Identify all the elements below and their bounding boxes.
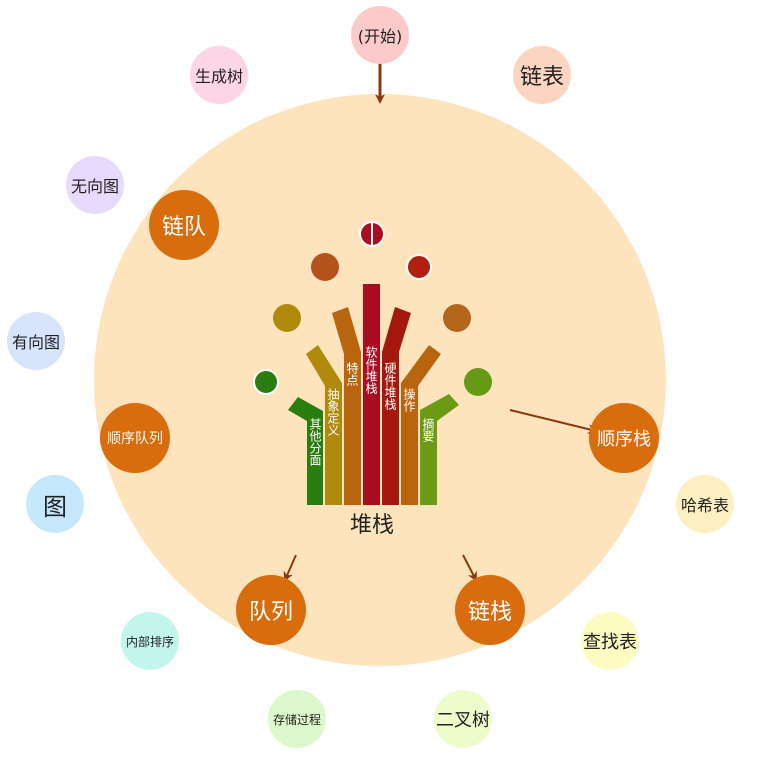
bar-label-summary: 摘要 <box>421 418 435 442</box>
dot-operations <box>443 304 471 332</box>
bar-operations <box>401 345 441 505</box>
bar-label-software-stack: 软件堆栈 <box>364 346 378 394</box>
bar-hardware-stack <box>382 307 411 505</box>
node-start[interactable]: (开始) <box>351 6 409 64</box>
stack-dots <box>253 221 492 396</box>
node-sequential-stack[interactable]: 顺序栈 <box>589 403 659 473</box>
node-graph[interactable]: 图 <box>26 475 84 533</box>
bar-label-features: 特点 <box>345 362 359 386</box>
bar-abstract-definition <box>306 345 342 505</box>
dot-abstract-definition <box>273 304 301 332</box>
node-hash-table[interactable]: 哈希表 <box>676 475 734 533</box>
dot-summary <box>464 368 492 396</box>
node-stored-procedure[interactable]: 存储过程 <box>268 690 326 748</box>
node-sequential-queue[interactable]: 顺序队列 <box>100 403 170 473</box>
bar-other-aspects <box>288 397 323 505</box>
node-binary-tree[interactable]: 二叉树 <box>434 690 492 748</box>
bar-label-operations: 操作 <box>402 388 416 412</box>
node-spanning-tree[interactable]: 生成树 <box>190 46 248 104</box>
node-linked-queue[interactable]: 链队 <box>149 190 219 260</box>
bar-label-abstract-definition: 抽象定义 <box>326 388 340 436</box>
bar-software-stack <box>363 284 380 505</box>
bar-summary <box>420 394 459 505</box>
bar-label-other-aspects: 其他分面 <box>308 418 322 466</box>
node-queue[interactable]: 队列 <box>236 575 306 645</box>
dot-features <box>311 253 339 281</box>
node-undirected-graph[interactable]: 无向图 <box>66 156 124 214</box>
node-directed-graph[interactable]: 有向图 <box>7 312 65 370</box>
node-lookup-table[interactable]: 查找表 <box>581 612 639 670</box>
stack-icon <box>288 284 459 505</box>
node-linked-stack[interactable]: 链栈 <box>455 575 525 645</box>
bar-label-hardware-stack: 硬件堆栈 <box>383 362 397 410</box>
node-linked-list[interactable]: 链表 <box>513 46 571 104</box>
bar-features <box>332 307 361 505</box>
dot-hardware-stack <box>406 254 432 280</box>
node-internal-sort[interactable]: 内部排序 <box>121 612 179 670</box>
arrow-to-queue <box>283 554 297 582</box>
arrow-to-sequential-stack <box>509 409 598 434</box>
main-topic-title: 堆栈 <box>349 513 394 538</box>
arrow-to-linked-stack <box>462 554 477 582</box>
dot-other-aspects <box>253 369 279 395</box>
